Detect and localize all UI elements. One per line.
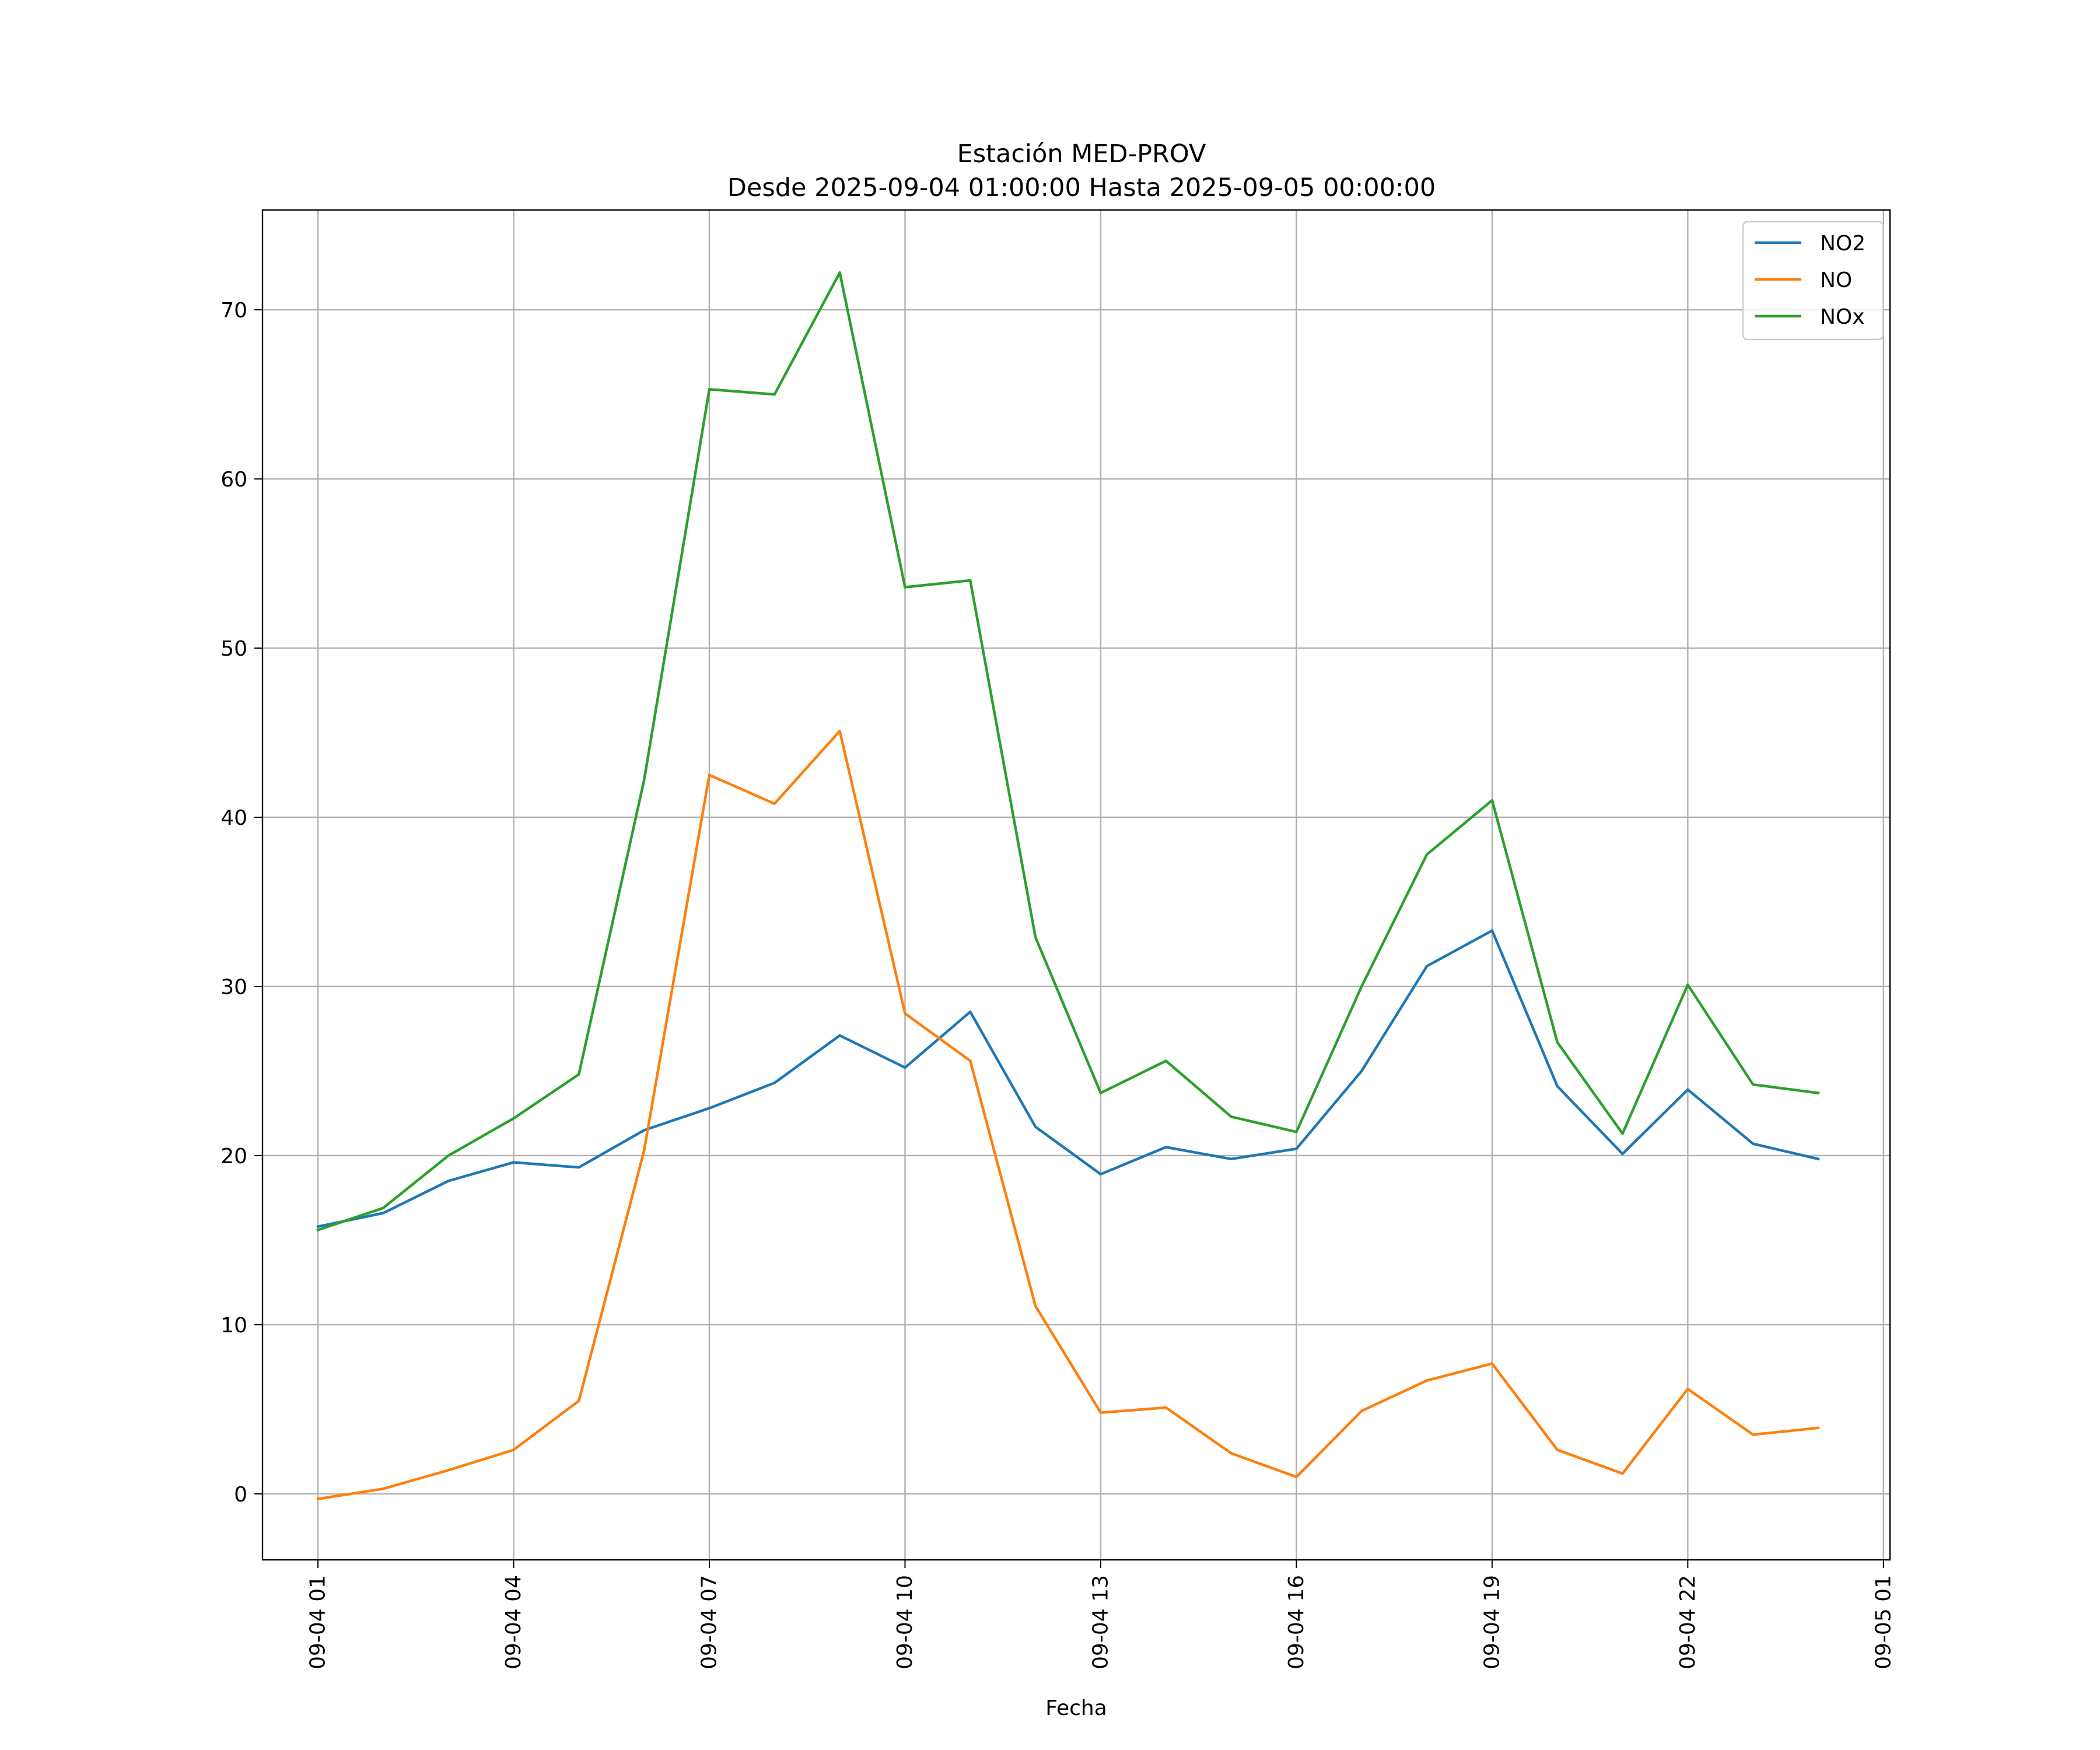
chart-title: Estación MED-PROV [957, 139, 1206, 169]
legend-label-no: NO [1820, 268, 1852, 292]
x-tick-label: 09-04 04 [502, 1575, 526, 1670]
x-tick-label: 09-04 16 [1284, 1575, 1308, 1670]
y-tick-label: 0 [234, 1483, 247, 1507]
x-tick-label: 09-04 01 [306, 1575, 330, 1670]
x-tick-label: 09-04 19 [1480, 1575, 1504, 1670]
x-tick-label: 09-04 07 [697, 1575, 721, 1670]
series-line-nox [316, 271, 1820, 1232]
series-line-no2 [316, 929, 1820, 1228]
x-axis-label: Fecha [1045, 1696, 1107, 1720]
x-tick-label: 09-05 01 [1871, 1575, 1895, 1670]
y-axis: 0 10 20 30 40 50 60 70 [220, 299, 262, 1507]
x-tick-label: 09-04 10 [893, 1575, 917, 1670]
y-tick-label: 50 [220, 637, 247, 661]
plot-frame [261, 209, 1891, 1561]
x-tick-label: 09-04 22 [1676, 1575, 1700, 1670]
legend-label-no2: NO2 [1820, 232, 1866, 256]
y-tick-label: 10 [220, 1314, 247, 1338]
x-axis: 09-04 01 09-04 04 09-04 07 09-04 10 09-04 13… [306, 1560, 1895, 1670]
y-tick-label: 20 [220, 1144, 247, 1168]
y-tick-label: 70 [220, 299, 247, 323]
chart-subtitle: Desde 2025-09-04 01:00:00 Hasta 2025-09-… [727, 173, 1436, 202]
legend-label-nox: NOx [1820, 305, 1865, 329]
series-lines [316, 271, 1820, 1501]
series-line-no [316, 729, 1820, 1501]
y-tick-label: 30 [220, 975, 247, 999]
y-tick-label: 60 [220, 468, 247, 492]
x-tick-label: 09-04 13 [1088, 1575, 1112, 1670]
legend-box [1742, 220, 1884, 341]
y-tick-label: 40 [220, 806, 247, 830]
legend: NO2 NO NOx [1742, 220, 1884, 341]
